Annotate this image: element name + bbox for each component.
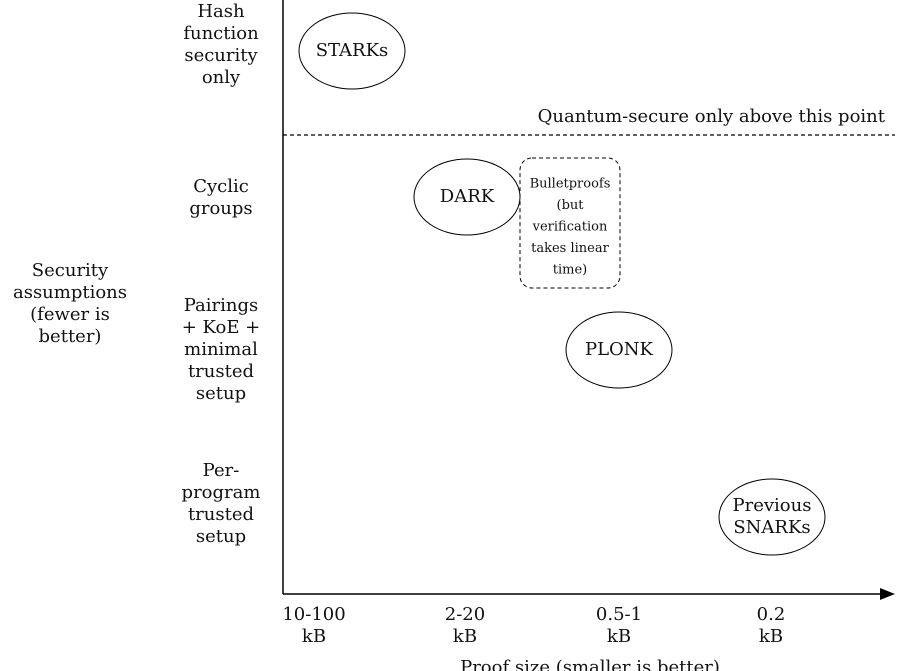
y-level-label: + KoE + bbox=[182, 317, 261, 338]
node-shape bbox=[298, 12, 406, 90]
y-level-label: Per- bbox=[203, 460, 240, 481]
y-level-label: setup bbox=[196, 383, 246, 404]
node-shape bbox=[565, 311, 673, 389]
y-level-label: trusted bbox=[188, 361, 254, 382]
node-label: verification bbox=[532, 220, 608, 235]
y-level-label: only bbox=[202, 67, 241, 88]
threshold-label: Quantum-secure only above this point bbox=[538, 106, 886, 127]
x-axis-arrow bbox=[880, 588, 895, 600]
x-level-label: kB bbox=[607, 626, 631, 647]
y-level-label: function bbox=[183, 23, 259, 44]
y-axis-title: Security bbox=[32, 260, 109, 281]
y-axis-title: (fewer is bbox=[30, 304, 110, 325]
node-label: DARK bbox=[440, 186, 495, 207]
y-axis-title: better) bbox=[39, 326, 102, 347]
y-level-label: program bbox=[182, 482, 261, 503]
node-shape bbox=[718, 478, 826, 556]
node-label: (but bbox=[557, 198, 585, 213]
x-level-label: 2-20 bbox=[445, 604, 485, 625]
x-axis-title: Proof size (smaller is better) bbox=[460, 657, 720, 671]
y-level-label: trusted bbox=[188, 504, 254, 525]
x-level-label: kB bbox=[759, 626, 783, 647]
x-level-label: 10-100 bbox=[282, 604, 345, 625]
node-label: PLONK bbox=[585, 339, 654, 360]
node-label: STARKs bbox=[316, 40, 389, 61]
x-level-label: 0.2 bbox=[757, 604, 786, 625]
x-level-label: kB bbox=[453, 626, 477, 647]
y-level-label: setup bbox=[196, 526, 246, 547]
y-level-label: Cyclic bbox=[193, 176, 249, 197]
node-label: Bulletproofs bbox=[530, 177, 611, 192]
node-shape bbox=[519, 157, 621, 289]
y-level-label: security bbox=[184, 45, 258, 66]
node-label: time) bbox=[553, 263, 587, 278]
x-level-label: 0.5-1 bbox=[596, 604, 642, 625]
y-axis-title: assumptions bbox=[13, 282, 127, 303]
x-level-label: kB bbox=[302, 626, 326, 647]
y-level-label: minimal bbox=[184, 339, 258, 360]
node-label: Previous bbox=[733, 495, 812, 516]
y-level-label: Pairings bbox=[184, 295, 259, 316]
y-level-label: Hash bbox=[197, 1, 245, 22]
node-label: SNARKs bbox=[733, 517, 810, 538]
node-label: takes linear bbox=[531, 241, 609, 256]
y-level-label: groups bbox=[189, 198, 252, 219]
